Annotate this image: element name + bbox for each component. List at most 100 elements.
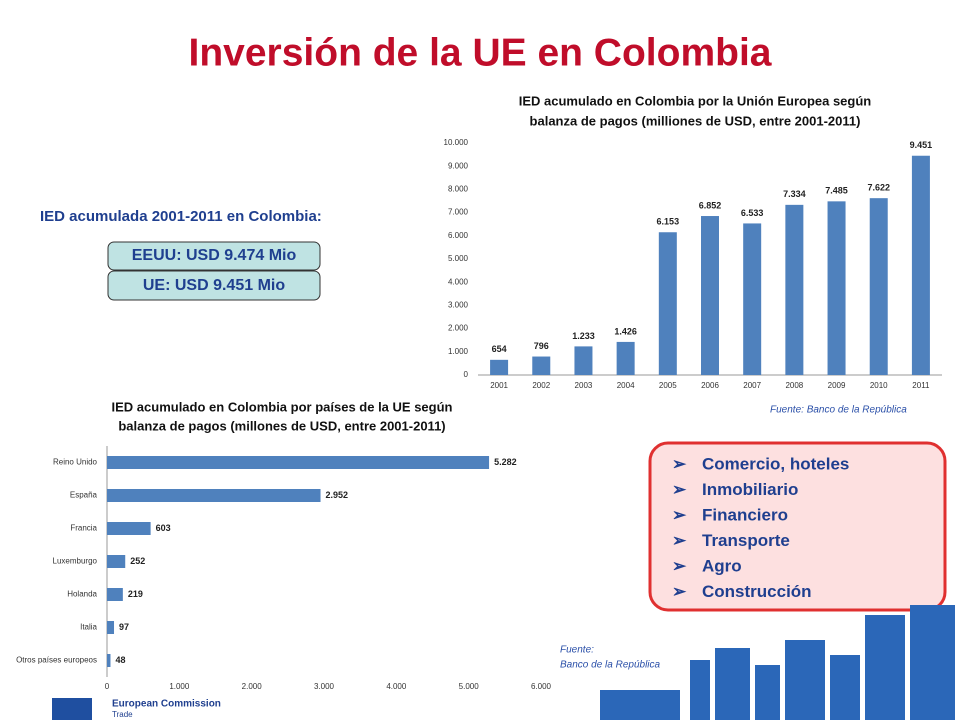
y-tick-label: 10.000	[444, 138, 469, 147]
value-label: 48	[115, 655, 125, 665]
y-tick-label: 3.000	[448, 301, 469, 310]
value-label: 6.153	[657, 217, 680, 227]
bullet-arrow: ➢	[672, 505, 687, 524]
value-label: 2.952	[326, 490, 349, 500]
x-tick-label: 1.000	[169, 682, 190, 691]
summary-heading: IED acumulada 2001-2011 en Colombia:	[40, 208, 322, 225]
x-tick-label: 2004	[617, 381, 635, 390]
y-tick-label: 9.000	[448, 161, 469, 170]
value-label: 219	[128, 589, 143, 599]
sector-item: Comercio, hoteles	[702, 454, 849, 473]
footer-dg: Trade	[112, 710, 133, 719]
bar	[701, 216, 719, 375]
summary-text: UE: USD 9.451 Mio	[143, 277, 285, 294]
y-tick-label: Italia	[80, 623, 97, 632]
bar	[785, 204, 804, 375]
source: Fuente: Banco de la República	[770, 405, 907, 416]
y-tick-label: 2.000	[448, 324, 469, 333]
value-label: 1.233	[572, 331, 595, 341]
x-tick-label: 2002	[532, 381, 550, 390]
value-label: 97	[119, 622, 129, 632]
sector-item: Agro	[702, 556, 742, 575]
value-label: 252	[130, 556, 145, 566]
y-tick-label: 7.000	[448, 208, 469, 217]
y-tick-label: Francia	[70, 524, 97, 533]
bar	[490, 359, 509, 375]
bar	[107, 621, 115, 634]
y-tick-label: 1.000	[448, 347, 469, 356]
x-tick-label: 2003	[575, 381, 593, 390]
x-tick-label: 2011	[912, 381, 930, 390]
value-label: 6.533	[741, 208, 764, 218]
value-label: 1.426	[614, 326, 637, 336]
y-tick-label: Luxemburgo	[53, 557, 98, 566]
bar	[107, 489, 321, 502]
y-tick-label: 5.000	[448, 254, 469, 263]
bar	[532, 356, 551, 375]
x-tick-label: 2001	[490, 381, 508, 390]
x-tick-label: 4.000	[386, 682, 407, 691]
footer-decoration	[600, 605, 955, 720]
bullet-arrow: ➢	[672, 531, 687, 550]
y-tick-label: Reino Unido	[53, 458, 98, 467]
bar	[107, 555, 126, 568]
source: Banco de la República	[560, 660, 661, 671]
x-tick-label: 3.000	[314, 682, 335, 691]
x-tick-label: 2007	[743, 381, 761, 390]
summary-box	[107, 241, 321, 271]
x-tick-label: 2010	[870, 381, 888, 390]
y-tick-label: 6.000	[448, 231, 469, 240]
bar	[911, 155, 930, 375]
y-tick-label: 0	[464, 370, 469, 379]
x-tick-label: 6.000	[531, 682, 552, 691]
x-tick-label: 2005	[659, 381, 677, 390]
chart-title: IED acumulado en Colombia por países de …	[112, 399, 453, 414]
x-tick-label: 5.000	[459, 682, 480, 691]
value-label: 7.485	[825, 186, 848, 196]
value-label: 7.334	[783, 189, 806, 199]
y-tick-label: 8.000	[448, 185, 469, 194]
y-tick-label: Holanda	[67, 590, 97, 599]
y-tick-label: España	[70, 491, 98, 500]
sector-item: Construcción	[702, 582, 812, 601]
x-tick-label: 0	[105, 682, 110, 691]
value-label: 6.852	[699, 200, 722, 210]
value-label: 796	[534, 341, 549, 351]
bar	[658, 232, 677, 375]
summary-box	[107, 270, 321, 301]
bullet-arrow: ➢	[672, 556, 687, 575]
source: Fuente:	[560, 645, 594, 656]
footer-band	[0, 695, 270, 720]
chart-title: balanza de pagos (millones de USD, entre…	[118, 418, 445, 433]
sector-item: Transporte	[702, 531, 790, 550]
bar	[616, 341, 635, 375]
x-tick-label: 2.000	[242, 682, 263, 691]
bullet-arrow: ➢	[672, 454, 687, 473]
x-tick-label: 2008	[785, 381, 803, 390]
bullet-arrow: ➢	[672, 480, 687, 499]
chart-title: IED acumulado en Colombia por la Unión E…	[519, 93, 872, 108]
y-tick-label: 4.000	[448, 277, 469, 286]
value-label: 9.451	[910, 140, 933, 150]
eu-flag	[52, 698, 92, 720]
value-label: 654	[492, 344, 507, 354]
bar	[107, 588, 123, 601]
value-label: 603	[156, 523, 171, 533]
bar	[743, 223, 762, 375]
x-tick-label: 2006	[701, 381, 719, 390]
footer-org: European Commission	[112, 699, 221, 710]
summary-text: EEUU: USD 9.474 Mio	[132, 247, 297, 264]
sector-item: Financiero	[702, 505, 788, 524]
y-tick-label: Otros países europeos	[16, 656, 97, 665]
chart-title: balanza de pagos (milliones de USD, entr…	[530, 113, 861, 128]
bullet-arrow: ➢	[672, 582, 687, 601]
sector-box	[648, 441, 947, 612]
value-label: 5.282	[494, 457, 517, 467]
bar	[827, 201, 846, 375]
x-tick-label: 2009	[828, 381, 846, 390]
bar	[107, 654, 111, 667]
bar	[107, 456, 490, 469]
slide-title: Inversión de la UE en Colombia	[189, 31, 772, 74]
bar	[869, 198, 888, 375]
